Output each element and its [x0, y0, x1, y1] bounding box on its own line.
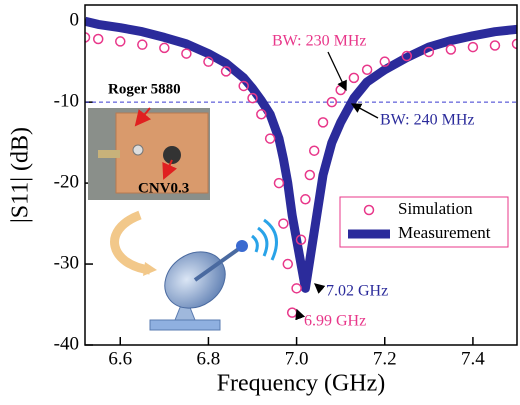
- simulation-point: [115, 36, 126, 47]
- y-tick-label: -30: [54, 252, 79, 273]
- x-axis-title: Frequency (GHz): [217, 371, 386, 397]
- simulation-point: [181, 48, 192, 59]
- simulation-point: [92, 33, 104, 45]
- x-tick-label: 7.0: [285, 348, 309, 369]
- plot-frame: [84, 4, 518, 346]
- simulation-point: [308, 145, 320, 156]
- simulation-point: [467, 41, 479, 53]
- simulation-point: [264, 133, 276, 144]
- simulation-point: [489, 40, 501, 51]
- y-tick-label: -10: [54, 91, 79, 112]
- x-tick-label: 6.6: [108, 348, 132, 369]
- y-tick-label: -40: [54, 333, 79, 354]
- inset-label: CNV0.3: [138, 180, 189, 196]
- simulation-point: [291, 283, 302, 294]
- simulation-point: [203, 56, 214, 67]
- annotation: 6.99 GHz: [304, 313, 366, 330]
- legend-label: Measurement: [398, 223, 491, 242]
- y-tick-label: -20: [54, 171, 79, 192]
- simulation-point: [326, 96, 338, 108]
- x-tick-label: 6.8: [197, 348, 221, 369]
- curved-arrow: [110, 210, 151, 275]
- x-tick-label: 7.4: [461, 348, 485, 369]
- annotation: BW: 230 MHz: [272, 33, 367, 50]
- simulation-point: [273, 177, 285, 189]
- simulation-point: [361, 64, 373, 76]
- simulation-point: [445, 44, 457, 55]
- simulation-point: [85, 32, 91, 43]
- simulation-point: [511, 38, 517, 50]
- simulation-point: [247, 92, 258, 104]
- x-tick-label: 7.2: [373, 348, 397, 369]
- annotation: BW: 240 MHz: [380, 112, 475, 129]
- simulation-point: [286, 307, 298, 318]
- simulation-point: [282, 258, 294, 270]
- annotation: 7.02 GHz: [326, 283, 388, 300]
- simulation-point: [256, 109, 267, 120]
- simulation-point: [238, 80, 249, 92]
- y-tick-label: 0: [70, 10, 80, 31]
- inset-label: Roger 5880: [108, 81, 181, 97]
- simulation-point: [159, 42, 170, 54]
- simulation-point: [317, 117, 329, 128]
- y-axis-title: |S11| (dB): [8, 127, 34, 223]
- simulation-point: [379, 56, 391, 67]
- simulation-point: [137, 39, 148, 50]
- simulation-point: [278, 218, 289, 229]
- inset-arrow: [134, 107, 152, 127]
- legend-label: Simulation: [398, 199, 473, 218]
- simulation-point: [401, 50, 413, 62]
- inset-arrow: [162, 159, 177, 180]
- simulation-point: [295, 234, 307, 246]
- simulation-point: [304, 169, 316, 181]
- simulation-point: [220, 66, 232, 77]
- simulation-point: [423, 46, 435, 58]
- legend-swatch: [363, 204, 375, 216]
- simulation-point: [300, 194, 311, 205]
- simulation-point: [348, 72, 360, 84]
- inset-illustration: [88, 107, 278, 331]
